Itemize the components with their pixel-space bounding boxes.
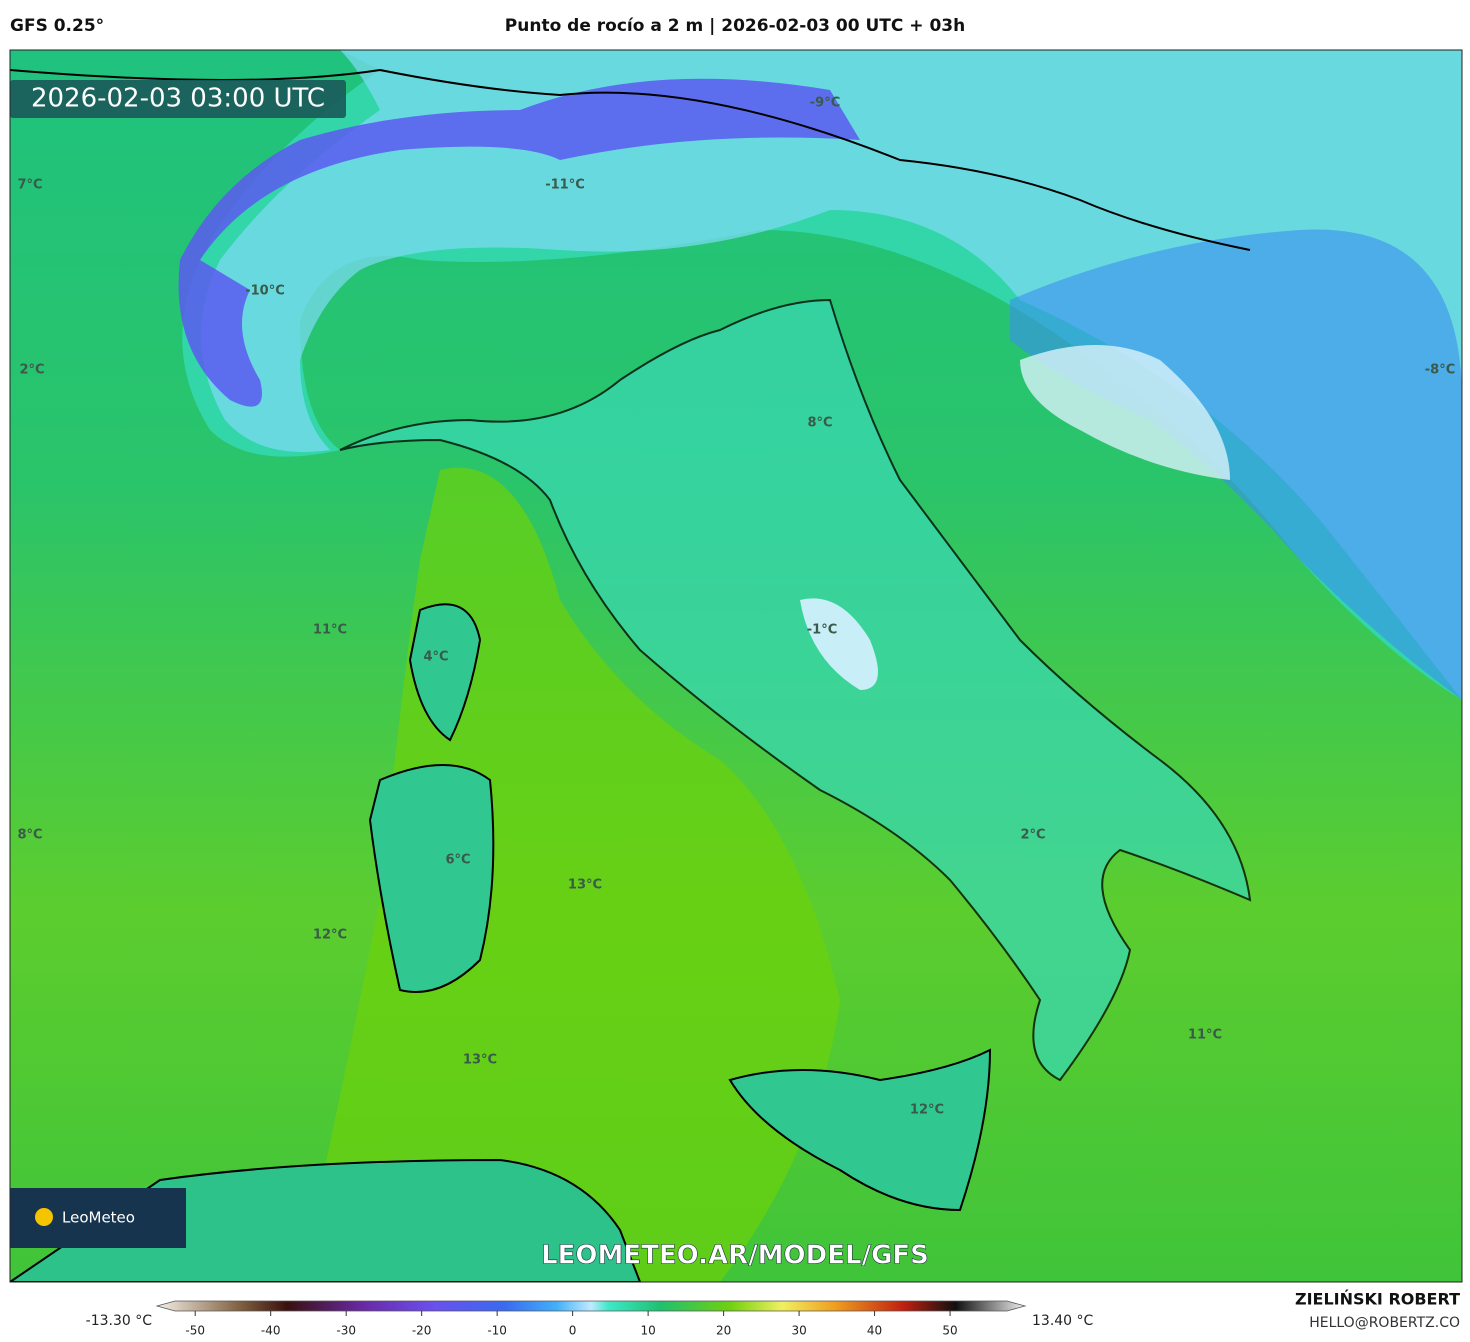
temperature-label: 8°C [807,416,832,431]
author: ZIELIŃSKI ROBERT [1295,1290,1460,1309]
temperature-label: -9°C [810,96,840,111]
temperature-label: 11°C [313,623,347,638]
temperature-label: 4°C [423,650,448,665]
colorbar-tick-label: 10 [640,1324,655,1338]
colorbar-tick-label: 0 [569,1324,577,1338]
alps-cold [178,78,861,407]
colorbar-tick-label: -30 [336,1324,356,1338]
timestamp: 2026-02-03 03:00 UTC [31,84,325,114]
temperature-label: 6°C [445,853,470,868]
balkan-light [1020,345,1230,480]
italy-land [339,298,1252,1082]
temperature-label: 12°C [313,928,347,943]
colorbar-tick-label: 40 [867,1324,882,1338]
temperature-label: 2°C [19,363,44,378]
watermark: LEOMETEO.AR/MODEL/GFS [541,1241,929,1271]
temperature-label: -8°C [1425,363,1455,378]
cold-air [10,50,1462,700]
timestamp-box [10,80,346,118]
temperature-labels: -9°C -11°C -10°C 7°C 2°C -8°C 8°C -1°C 11°C 4°C 8°… [17,96,1455,1118]
email: HELLO@ROBERTZ.CO [1309,1315,1460,1331]
temperature-label: 11°C [1188,1028,1222,1043]
corsica [408,603,482,742]
logo-text: LeoMeteo [62,1209,135,1227]
colorbar-tick-label: 50 [942,1324,957,1338]
logo-sun [35,1208,53,1226]
border-line [10,68,1251,251]
colorbar [155,1300,1027,1312]
colorbar-tick-label: -40 [261,1324,281,1338]
colorbar-tick-label: -10 [487,1324,507,1338]
colorbar-tick-label: -20 [412,1324,432,1338]
colorbar-min: -13.30 °C [86,1313,153,1329]
map-area: 2026-02-03 03:00 UTC -9°C -11°C -10°C 7°C 2°… [10,50,1462,1282]
colorbar-tick-label: 20 [716,1324,731,1338]
map-title: Punto de rocío a 2 m | 2026-02-03 00 UTC… [505,16,965,36]
model-name: GFS 0.25° [10,16,104,36]
colorbar-tick-label: -50 [185,1324,205,1338]
temperature-label: -11°C [545,178,585,193]
balkan-cold [1010,229,1462,700]
map-frame [9,49,1463,1283]
temperature-label: 13°C [568,878,602,893]
colorbar-tick-label: 30 [791,1324,806,1338]
temperature-label: 8°C [17,828,42,843]
sardinia [368,764,495,993]
temperature-label: -1°C [807,623,837,638]
sicily [728,1048,992,1212]
colorbar-ticks: -50 -40 -30 -20 -10 0 10 20 30 40 50 [185,1311,958,1338]
temperature-label: 12°C [910,1103,944,1118]
temperature-label: 7°C [17,178,42,193]
temperature-label: 2°C [1020,828,1045,843]
temperature-label: 13°C [463,1053,497,1068]
apennine-cold [800,598,878,690]
colorbar-max: 13.40 °C [1032,1313,1094,1329]
temperature-label: -10°C [245,284,285,299]
